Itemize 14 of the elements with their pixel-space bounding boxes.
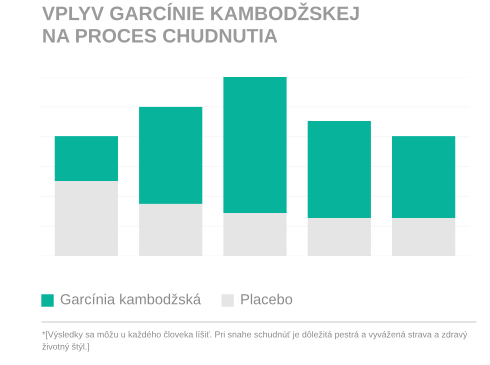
bar — [308, 121, 371, 218]
bar — [139, 106, 202, 204]
bar — [139, 204, 202, 256]
bar — [392, 218, 456, 256]
bar — [308, 218, 371, 256]
legend-label: Garcínia kambodžská — [60, 294, 202, 304]
text: *[Výsledky sa môžu u každého človeka líšiť. Pri snahe schudnúť je dôležitá pestrá a vyvážená strava a zdravý životný štýl.] — [42, 331, 468, 352]
bar — [392, 136, 456, 218]
bar — [54, 136, 118, 181]
bar — [54, 181, 118, 256]
legend-label: Placebo — [241, 294, 292, 304]
bar — [223, 213, 287, 256]
chart-title: VPLYV GARCÍNIE KAMBODŽSKEJ NA PROCES CHUDNUTIA — [42, 2, 359, 43]
bar — [223, 77, 287, 214]
